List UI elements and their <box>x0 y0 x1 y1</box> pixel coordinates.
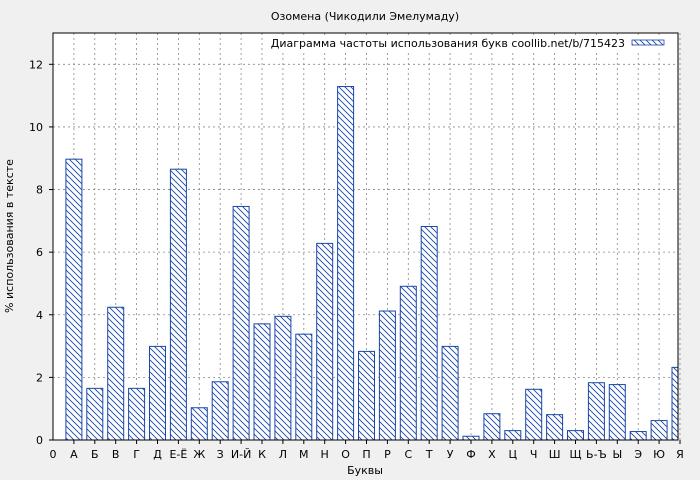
bar <box>671 366 678 440</box>
y-tick-label: 2 <box>36 371 43 384</box>
bar <box>169 168 187 440</box>
x-tick-label: О <box>341 448 350 461</box>
x-tick-label: Ф <box>466 448 475 461</box>
bar <box>420 225 438 440</box>
x-origin-label: 0 <box>50 448 57 461</box>
plot-frame <box>52 32 679 441</box>
y-tick-label: 0 <box>36 434 43 447</box>
bar <box>378 310 396 440</box>
bar <box>107 306 125 440</box>
bar <box>629 431 647 440</box>
legend-background <box>278 35 674 51</box>
x-tick-label: Х <box>488 448 496 461</box>
x-tick-label: Ы <box>612 448 622 461</box>
x-tick-label: П <box>362 448 370 461</box>
bar <box>128 387 146 440</box>
bar <box>650 420 668 440</box>
x-tick-label: Ч <box>530 448 538 461</box>
chart-title: Озомена (Чикодили Эмелумаду) <box>271 10 459 23</box>
bar <box>483 413 501 440</box>
x-tick-label: Щ <box>569 448 581 461</box>
y-axis-ticks: 0 2 4 6 8 10 12 <box>29 58 53 447</box>
x-tick-label: Г <box>133 448 140 461</box>
y-tick-label: 12 <box>29 58 43 71</box>
x-tick-label: Ж <box>193 448 205 461</box>
x-tick-label: Э <box>634 448 642 461</box>
x-tick-label: Б <box>91 448 99 461</box>
x-tick-label: М <box>299 448 309 461</box>
x-tick-label: Р <box>384 448 391 461</box>
bar <box>462 435 480 440</box>
x-tick-label: Ю <box>653 448 665 461</box>
x-tick-label: Д <box>153 448 162 461</box>
x-axis-label: Буквы <box>347 464 383 477</box>
bar <box>253 323 271 440</box>
bar <box>295 333 313 440</box>
bar <box>274 315 292 440</box>
bar <box>608 384 626 440</box>
gridlines <box>53 33 681 440</box>
x-tick-label: С <box>404 448 412 461</box>
x-tick-label: К <box>258 448 266 461</box>
x-tick-label: З <box>217 448 224 461</box>
x-tick-label: Н <box>321 448 329 461</box>
bar <box>211 381 229 440</box>
bar <box>441 345 459 440</box>
x-tick-label: Е-Ё <box>169 448 187 461</box>
bar <box>65 158 83 440</box>
x-tick-label: Ш <box>549 448 561 461</box>
x-tick-label: Т <box>425 448 433 461</box>
y-tick-label: 6 <box>36 246 43 259</box>
bar <box>190 407 208 440</box>
y-tick-label: 4 <box>36 309 43 322</box>
y-tick-label: 10 <box>29 121 43 134</box>
x-tick-label: В <box>112 448 120 461</box>
x-tick-label: А <box>70 448 78 461</box>
bar <box>546 414 564 440</box>
bar <box>149 345 166 440</box>
x-tick-label: Я <box>676 448 684 461</box>
bar <box>358 350 375 440</box>
legend: Диаграмма частоты использования букв coo… <box>271 35 674 51</box>
y-tick-label: 8 <box>36 184 43 197</box>
legend-label: Диаграмма частоты использования букв coo… <box>271 37 625 50</box>
x-tick-label: У <box>447 448 454 461</box>
bar <box>86 387 104 440</box>
bar <box>567 430 584 440</box>
x-tick-label: Ц <box>509 448 518 461</box>
x-tick-label: Ь-Ъ <box>586 448 607 461</box>
bar <box>337 86 355 440</box>
bar <box>504 430 522 440</box>
bar <box>587 382 605 440</box>
x-tick-label: Л <box>279 448 287 461</box>
bar <box>525 388 543 440</box>
bar <box>232 205 250 440</box>
bar <box>399 285 417 440</box>
x-axis-ticks: 0 А Б В Г Д Е-Ё Ж З И-Й К Л М Н О П Р С Т У Ф Х Ц Ч Ш Щ Ь-Ъ Ы Э Ю Я <box>50 440 684 461</box>
legend-swatch <box>631 39 665 46</box>
y-axis-label: % использования в тексте <box>3 159 16 313</box>
x-tick-label: И-Й <box>231 448 251 461</box>
bar <box>316 242 334 440</box>
bars <box>65 86 678 440</box>
